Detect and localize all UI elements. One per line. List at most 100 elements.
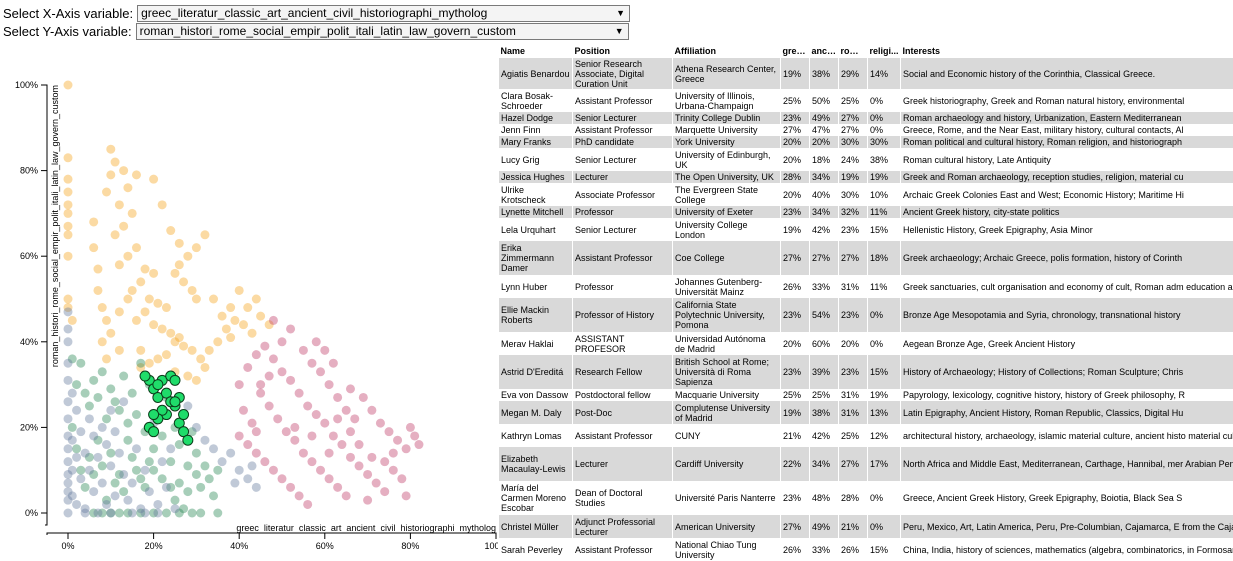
data-point-pink[interactable] bbox=[333, 392, 343, 402]
data-point-pink[interactable] bbox=[380, 487, 390, 497]
data-point-green[interactable] bbox=[97, 367, 107, 377]
data-point-orange[interactable] bbox=[106, 170, 116, 180]
data-point-slate[interactable] bbox=[63, 397, 73, 407]
highlighted-point[interactable] bbox=[152, 391, 164, 403]
data-point-pink[interactable] bbox=[363, 495, 373, 505]
data-point-pink[interactable] bbox=[324, 448, 334, 458]
data-point-pink[interactable] bbox=[286, 375, 296, 385]
data-point-orange[interactable] bbox=[114, 307, 124, 317]
data-point-orange[interactable] bbox=[226, 303, 236, 313]
data-point-orange[interactable] bbox=[127, 285, 137, 295]
data-point-green[interactable] bbox=[123, 508, 133, 518]
data-point-orange[interactable] bbox=[136, 345, 146, 355]
data-point-orange[interactable] bbox=[93, 285, 103, 295]
data-point-slate[interactable] bbox=[80, 448, 90, 458]
table-row[interactable]: Clara Bosak-Schroeder Assistant Professor… bbox=[498, 89, 1233, 112]
data-point-pink[interactable] bbox=[333, 482, 343, 492]
data-point-orange[interactable] bbox=[243, 303, 253, 313]
data-point-orange[interactable] bbox=[234, 285, 244, 295]
data-point-pink[interactable] bbox=[380, 457, 390, 467]
highlighted-point[interactable] bbox=[169, 396, 181, 408]
data-point-slate[interactable] bbox=[131, 444, 141, 454]
data-point-orange[interactable] bbox=[166, 328, 176, 338]
data-point-pink[interactable] bbox=[277, 367, 287, 377]
data-point-pink[interactable] bbox=[234, 431, 244, 441]
data-point-pink[interactable] bbox=[286, 324, 296, 334]
data-point-slate[interactable] bbox=[63, 324, 73, 334]
data-point-green[interactable] bbox=[106, 508, 116, 518]
data-point-pink[interactable] bbox=[256, 380, 266, 390]
data-point-slate[interactable] bbox=[80, 504, 90, 514]
data-point-slate[interactable] bbox=[209, 444, 219, 454]
data-point-orange[interactable] bbox=[114, 260, 124, 270]
data-point-green[interactable] bbox=[149, 508, 159, 518]
table-row[interactable]: Ellie Mackin Roberts Professor of History… bbox=[498, 298, 1233, 332]
data-point-green[interactable] bbox=[80, 388, 90, 398]
data-point-orange[interactable] bbox=[166, 226, 176, 236]
data-point-green[interactable] bbox=[183, 487, 193, 497]
highlighted-point[interactable] bbox=[178, 426, 190, 438]
data-point-slate[interactable] bbox=[136, 504, 146, 514]
data-point-orange[interactable] bbox=[221, 324, 231, 334]
data-point-orange[interactable] bbox=[63, 187, 73, 197]
data-point-slate[interactable] bbox=[76, 427, 86, 437]
column-header-interests[interactable]: Interests bbox=[902, 46, 941, 56]
data-point-green[interactable] bbox=[97, 508, 107, 518]
data-point-orange[interactable] bbox=[102, 354, 112, 364]
data-point-slate[interactable] bbox=[76, 474, 86, 484]
data-point-slate[interactable] bbox=[183, 401, 193, 411]
data-point-orange[interactable] bbox=[187, 285, 197, 295]
data-point-orange[interactable] bbox=[183, 371, 193, 381]
data-point-slate[interactable] bbox=[63, 457, 73, 467]
data-point-orange[interactable] bbox=[153, 298, 163, 308]
data-point-slate[interactable] bbox=[153, 508, 163, 518]
data-point-slate[interactable] bbox=[63, 414, 73, 424]
data-point-green[interactable] bbox=[119, 371, 129, 381]
column-header-ancient[interactable]: ancient... bbox=[811, 46, 839, 56]
data-point-pink[interactable] bbox=[384, 427, 394, 437]
data-point-slate[interactable] bbox=[67, 435, 77, 445]
data-point-slate[interactable] bbox=[226, 448, 236, 458]
data-point-orange[interactable] bbox=[97, 303, 107, 313]
data-point-green[interactable] bbox=[136, 358, 146, 368]
researcher-table-container[interactable]: Name Position Affiliation greec...ancient..… bbox=[498, 44, 1233, 561]
data-point-pink[interactable] bbox=[320, 345, 330, 355]
data-point-orange[interactable] bbox=[170, 337, 180, 347]
data-point-green[interactable] bbox=[200, 461, 210, 471]
data-point-orange[interactable] bbox=[114, 200, 124, 210]
data-point-pink[interactable] bbox=[264, 371, 274, 381]
data-point-orange[interactable] bbox=[140, 307, 150, 317]
data-point-slate[interactable] bbox=[106, 461, 116, 471]
data-point-green[interactable] bbox=[76, 465, 86, 475]
data-point-orange[interactable] bbox=[106, 144, 116, 154]
data-point-green[interactable] bbox=[110, 478, 120, 488]
data-point-pink[interactable] bbox=[303, 499, 313, 509]
data-point-orange[interactable] bbox=[217, 311, 227, 321]
data-point-green[interactable] bbox=[136, 474, 146, 484]
data-point-orange[interactable] bbox=[149, 320, 159, 330]
data-point-pink[interactable] bbox=[311, 337, 321, 347]
data-point-orange[interactable] bbox=[230, 315, 240, 325]
data-point-orange[interactable] bbox=[179, 277, 189, 287]
data-point-orange[interactable] bbox=[97, 337, 107, 347]
data-point-green[interactable] bbox=[84, 452, 94, 462]
data-point-green[interactable] bbox=[196, 508, 206, 518]
data-point-slate[interactable] bbox=[144, 487, 154, 497]
data-point-green[interactable] bbox=[174, 440, 184, 450]
data-point-slate[interactable] bbox=[119, 397, 129, 407]
data-point-slate[interactable] bbox=[63, 478, 73, 488]
data-point-slate[interactable] bbox=[63, 487, 73, 497]
data-point-pink[interactable] bbox=[375, 418, 385, 428]
data-point-pink[interactable] bbox=[307, 457, 317, 467]
column-header-religi[interactable]: religi... bbox=[869, 46, 899, 56]
data-point-pink[interactable] bbox=[354, 461, 364, 471]
data-point-slate[interactable] bbox=[63, 444, 73, 454]
data-point-orange[interactable] bbox=[226, 333, 236, 343]
data-point-pink[interactable] bbox=[268, 465, 278, 475]
column-header-greec[interactable]: greec... bbox=[782, 46, 810, 56]
data-point-slate[interactable] bbox=[67, 465, 77, 475]
data-point-green[interactable] bbox=[119, 487, 129, 497]
data-point-green[interactable] bbox=[157, 431, 167, 441]
data-point-green[interactable] bbox=[204, 474, 214, 484]
data-point-pink[interactable] bbox=[341, 491, 351, 501]
